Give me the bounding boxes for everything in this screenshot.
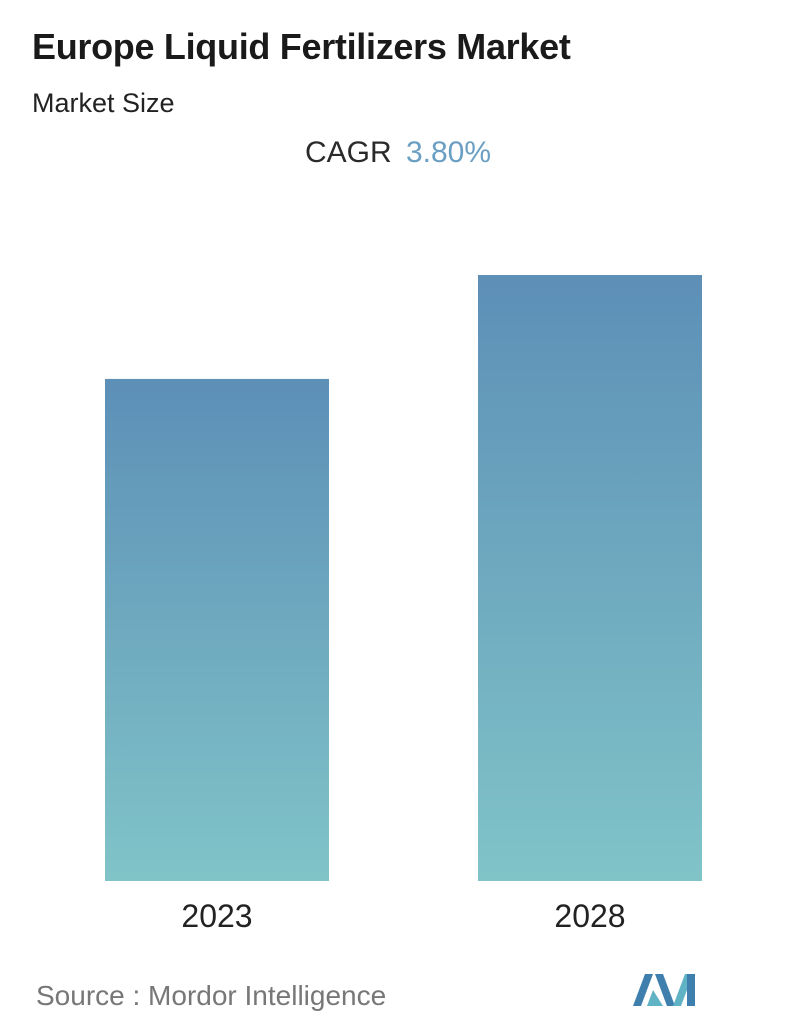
bar-2028 bbox=[478, 275, 702, 881]
source-note: Source : Mordor Intelligence bbox=[36, 980, 387, 1011]
cagr-value: 3.80% bbox=[405, 136, 492, 169]
bar-chart: 2023 2028 bbox=[105, 275, 702, 934]
bar-2023 bbox=[105, 378, 329, 881]
x-tick-labels: 2023 2028 bbox=[181, 898, 625, 934]
chart-title: Europe Liquid Fertilizers Market bbox=[32, 26, 571, 67]
x-tick-label-2028: 2028 bbox=[554, 898, 625, 934]
cagr-readout: CAGR 3.80% bbox=[0, 136, 796, 170]
chart-subtitle: Market Size bbox=[32, 88, 175, 118]
cagr-label: CAGR bbox=[304, 136, 392, 169]
bars-group bbox=[105, 275, 702, 881]
mordor-logo-icon bbox=[633, 974, 695, 1006]
x-tick-label-2023: 2023 bbox=[181, 898, 252, 934]
